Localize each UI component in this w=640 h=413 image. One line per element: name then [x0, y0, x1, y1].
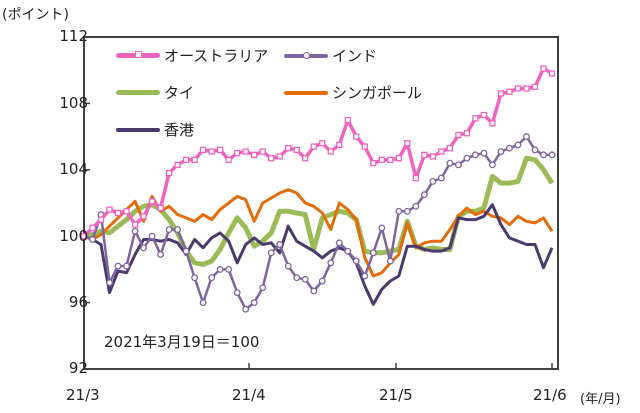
legend-label-thailand: タイ	[164, 84, 195, 102]
y-tick-label-92: 92	[68, 359, 88, 377]
legend-item-australia: オーストラリア	[116, 45, 268, 66]
base-date-note: 2021年3月19日＝100	[104, 333, 260, 351]
legend-item-singapore: シンガポール	[284, 82, 422, 103]
series-line-4	[83, 203, 554, 306]
x-tick-label-21-6: 21/6	[533, 386, 567, 404]
legend-label-australia: オーストラリア	[164, 47, 269, 65]
legend-swatch-thailand	[116, 90, 160, 95]
legend-label-hong-kong: 香港	[164, 121, 195, 139]
x-tick-label-21-4: 21/4	[232, 386, 266, 404]
legend-swatch-singapore	[284, 90, 328, 95]
legend-item-thailand: タイ	[116, 82, 194, 103]
legend-label-india: インド	[332, 47, 378, 65]
y-tick-label-104: 104	[59, 160, 88, 178]
y-tick-label-100: 100	[59, 227, 88, 245]
x-axis-ticks	[248, 363, 553, 369]
y-tick-label-112: 112	[59, 27, 88, 45]
x-tick-label-21-5: 21/5	[379, 386, 413, 404]
legend-swatch-australia	[116, 51, 160, 58]
legend-label-singapore: シンガポール	[332, 84, 423, 102]
legend-swatch-hong-kong	[116, 127, 160, 132]
y-tick-label-108: 108	[59, 94, 88, 112]
legend-item-hong-kong: 香港	[116, 119, 194, 140]
x-axis-unit-label: (年/月)	[580, 392, 621, 407]
legend-item-india: インド	[284, 45, 377, 66]
x-tick-label-21-3: 21/3	[66, 386, 100, 404]
y-tick-label-96: 96	[68, 293, 88, 311]
series-lines	[80, 65, 556, 313]
legend-swatch-india	[284, 51, 328, 59]
y-axis-unit-label: (ポイント)	[2, 7, 69, 23]
